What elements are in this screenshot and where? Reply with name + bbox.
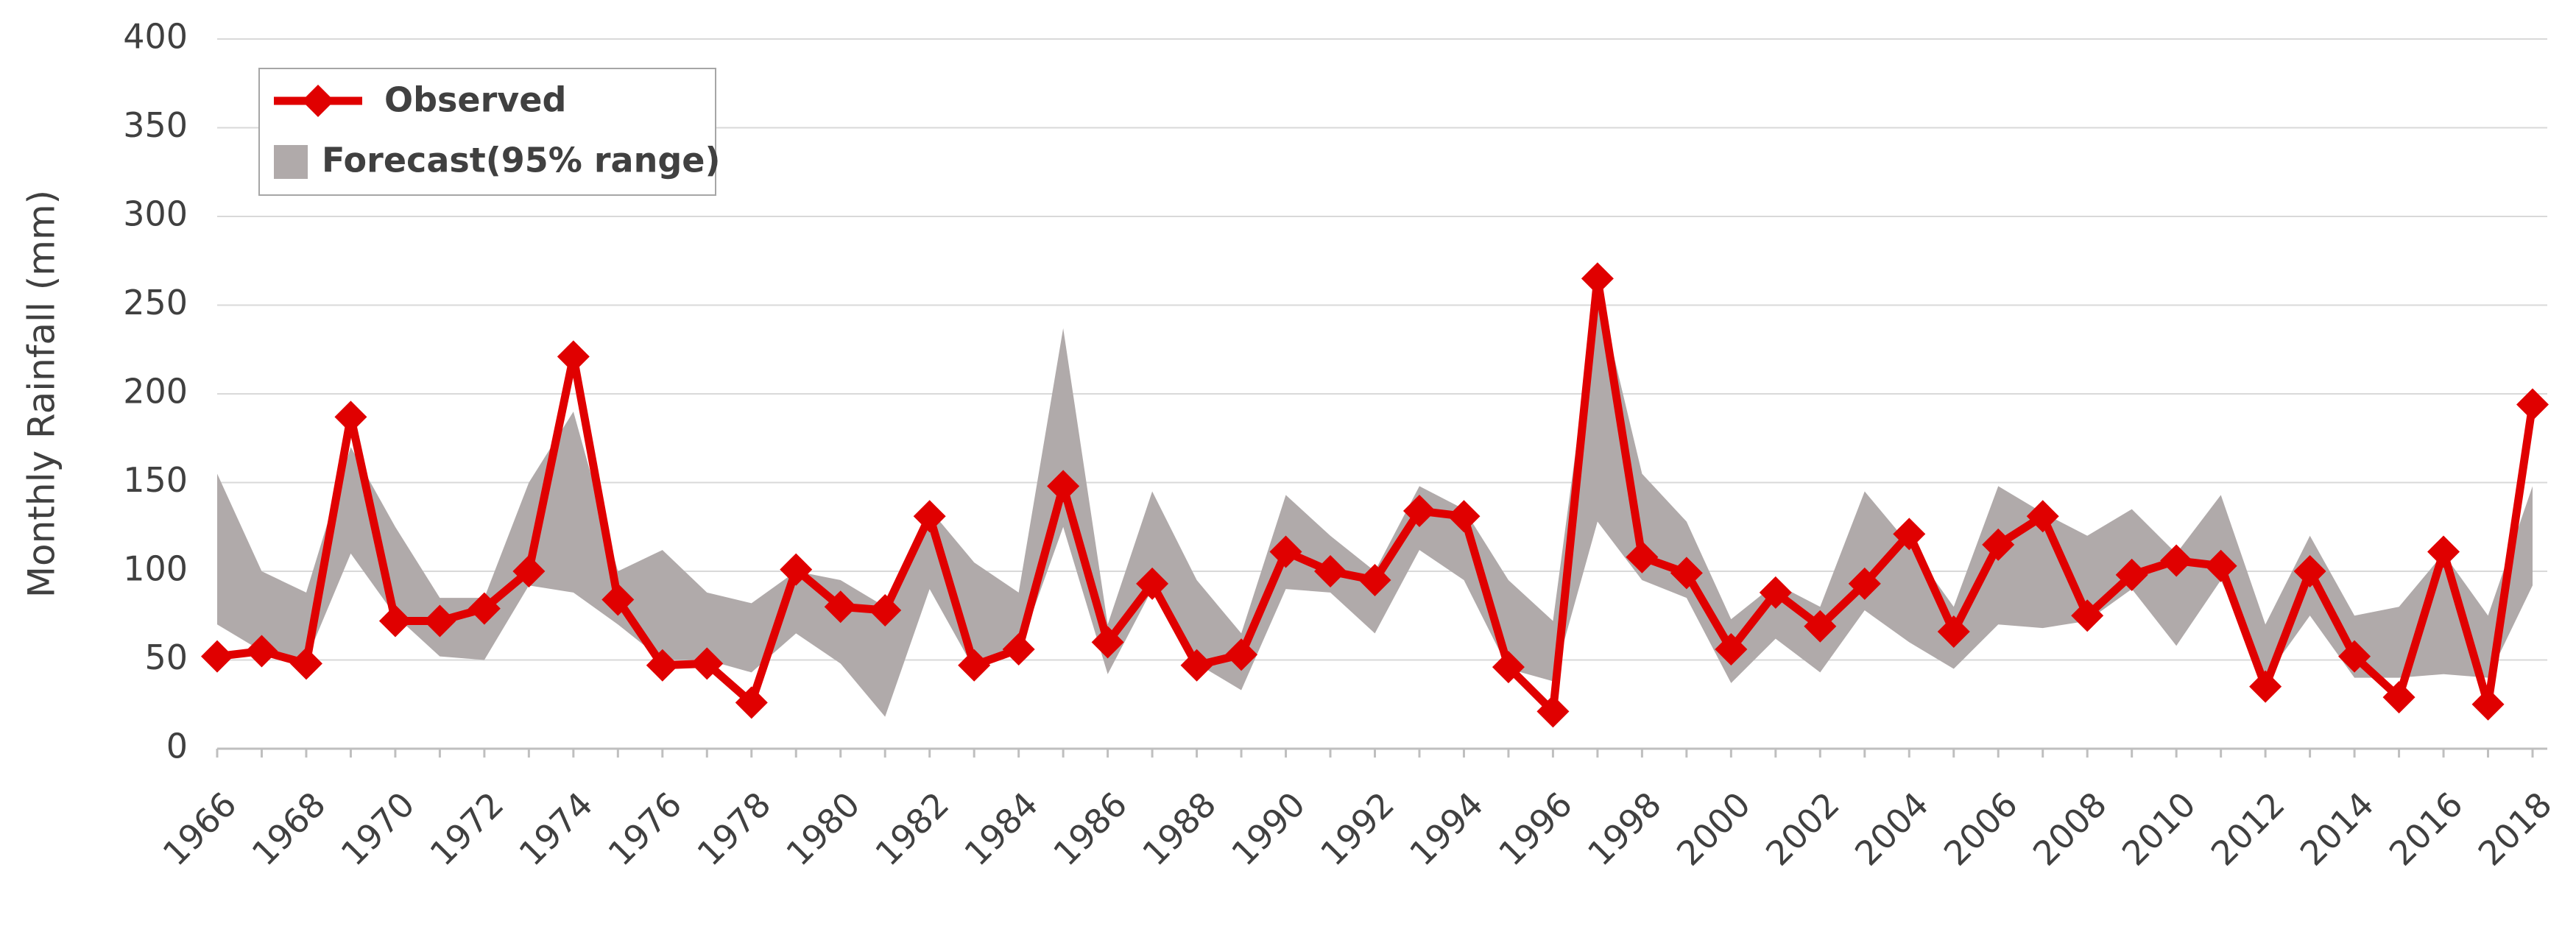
observed-marker	[1314, 555, 1347, 587]
x-tick-label: 1966	[155, 784, 244, 873]
y-tick-label: 250	[123, 283, 188, 322]
y-tick-label: 300	[123, 194, 188, 234]
x-tick-label: 2006	[1936, 784, 2025, 873]
x-tick-label: 1992	[1313, 784, 1402, 873]
x-tick-label: 2014	[2293, 784, 2382, 873]
x-tick-label: 1978	[689, 784, 778, 873]
y-tick-label: 0	[166, 727, 188, 766]
x-tick-label: 1980	[778, 784, 867, 873]
x-tick-label: 2000	[1669, 784, 1758, 873]
observed-marker	[1358, 564, 1391, 597]
x-tick-label: 1988	[1135, 784, 1224, 873]
observed-marker	[913, 500, 946, 533]
legend-label: Observed	[384, 80, 566, 120]
observed-marker	[869, 594, 902, 627]
observed-marker	[1091, 626, 1124, 659]
observed-marker	[824, 590, 857, 624]
observed-marker	[1225, 638, 1258, 671]
x-tick-label: 1982	[867, 784, 956, 873]
y-tick-label: 350	[123, 105, 188, 145]
observed-marker	[1715, 633, 1748, 666]
y-tick-label: 400	[123, 17, 188, 57]
x-tick-label: 1986	[1045, 784, 1135, 873]
y-tick-label: 200	[123, 372, 188, 412]
x-tick-label: 1968	[244, 784, 334, 873]
observed-marker	[2516, 388, 2549, 421]
observed-marker	[1002, 633, 1035, 666]
observed-marker	[289, 647, 322, 680]
observed-marker	[2071, 599, 2104, 632]
observed-marker	[2471, 688, 2505, 721]
x-tick-label: 1990	[1224, 784, 1313, 873]
observed-marker	[1982, 528, 2015, 561]
x-tick-label: 1994	[1402, 784, 1491, 873]
observed-marker	[512, 555, 546, 587]
x-tick-label: 1996	[1491, 784, 1580, 873]
observed-marker	[2204, 549, 2237, 582]
x-tick-label: 1970	[334, 784, 423, 873]
observed-marker	[245, 635, 278, 668]
observed-marker	[423, 604, 456, 638]
observed-marker	[334, 400, 367, 434]
x-tick-label: 2018	[2471, 784, 2560, 873]
observed-marker	[1536, 695, 1570, 728]
x-tick-label: 2004	[1847, 784, 1936, 873]
legend-marker	[302, 85, 334, 117]
observed-marker	[467, 592, 501, 625]
observed-marker	[378, 604, 412, 638]
x-tick-label: 1998	[1580, 784, 1669, 873]
y-tick-label: 100	[123, 549, 188, 589]
y-axis-title: Monthly Rainfall (mm)	[21, 190, 63, 598]
observed-marker	[1937, 615, 1970, 648]
x-tick-label: 2016	[2382, 784, 2471, 873]
observed-marker	[1581, 262, 1614, 295]
observed-marker	[646, 649, 679, 682]
observed-marker	[1269, 535, 1302, 568]
observed-marker	[1047, 470, 1080, 503]
x-tick-label: 2008	[2025, 784, 2114, 873]
observed-marker	[2338, 640, 2371, 673]
observed-marker	[1759, 576, 1792, 609]
observed-marker	[1402, 495, 1436, 528]
observed-marker	[1848, 567, 1881, 600]
observed-marker	[1670, 557, 1703, 590]
x-tick-label: 2012	[2203, 784, 2293, 873]
x-tick-label: 2010	[2114, 784, 2203, 873]
legend-swatch	[274, 145, 308, 179]
observed-marker	[1804, 610, 1837, 643]
observed-marker	[201, 640, 233, 673]
x-tick-label: 1976	[600, 784, 689, 873]
observed-marker	[2382, 681, 2416, 714]
observed-marker	[735, 686, 768, 719]
y-tick-label: 50	[144, 638, 188, 677]
observed-marker	[2160, 544, 2193, 577]
observed-marker	[2427, 535, 2460, 568]
forecast-band	[217, 287, 2533, 717]
observed-marker	[2115, 558, 2148, 591]
observed-marker	[557, 340, 590, 373]
x-tick-label: 2002	[1758, 784, 1847, 873]
observed-marker	[1492, 651, 1525, 684]
observed-marker	[1447, 500, 1481, 533]
observed-marker	[1893, 518, 1926, 551]
y-tick-label: 150	[123, 460, 188, 500]
observed-marker	[2249, 670, 2282, 703]
observed-marker	[780, 553, 813, 586]
observed-marker	[691, 647, 724, 680]
legend-label: Forecast(95% range)	[322, 141, 721, 180]
observed-marker	[1136, 567, 1169, 600]
observed-marker	[1180, 649, 1213, 682]
observed-marker	[2026, 500, 2059, 533]
observed-marker	[1626, 540, 1659, 573]
x-tick-label: 1974	[511, 784, 600, 873]
x-tick-label: 1972	[423, 784, 512, 873]
observed-marker	[2293, 555, 2326, 587]
legend-box	[258, 68, 716, 196]
x-tick-label: 1984	[956, 784, 1045, 873]
observed-marker	[958, 649, 991, 682]
observed-marker	[601, 583, 635, 616]
